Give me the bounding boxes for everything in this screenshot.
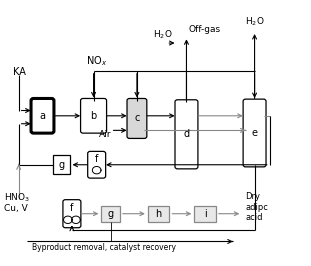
Text: f: f [95, 154, 98, 164]
Text: g: g [58, 160, 64, 170]
Text: a: a [39, 111, 45, 121]
FancyBboxPatch shape [127, 98, 147, 138]
Text: H$_2$O: H$_2$O [245, 16, 264, 28]
Text: HNO$_3$: HNO$_3$ [4, 192, 30, 204]
FancyBboxPatch shape [194, 206, 216, 222]
FancyBboxPatch shape [88, 151, 106, 178]
Text: i: i [204, 209, 207, 219]
Text: f: f [70, 203, 74, 213]
Text: H$_2$O: H$_2$O [153, 28, 173, 41]
Text: g: g [108, 209, 114, 219]
FancyBboxPatch shape [31, 98, 54, 133]
Text: Byproduct removal, catalyst recovery: Byproduct removal, catalyst recovery [32, 243, 176, 252]
Text: b: b [91, 111, 97, 121]
Text: NO$_x$: NO$_x$ [86, 54, 107, 68]
Text: c: c [134, 113, 140, 123]
Text: d: d [183, 129, 189, 139]
FancyBboxPatch shape [53, 156, 70, 174]
Text: KA: KA [13, 67, 26, 77]
Text: Dry
adipc
acid: Dry adipc acid [245, 192, 268, 222]
Text: h: h [156, 209, 162, 219]
FancyBboxPatch shape [81, 98, 107, 133]
FancyBboxPatch shape [63, 200, 81, 228]
Text: e: e [252, 128, 258, 138]
Text: Cu, V: Cu, V [4, 204, 28, 213]
FancyBboxPatch shape [101, 206, 120, 222]
FancyBboxPatch shape [175, 100, 198, 169]
Text: Off-gas: Off-gas [188, 25, 220, 34]
FancyBboxPatch shape [148, 206, 169, 222]
FancyBboxPatch shape [243, 99, 266, 167]
Text: Air: Air [99, 130, 112, 139]
